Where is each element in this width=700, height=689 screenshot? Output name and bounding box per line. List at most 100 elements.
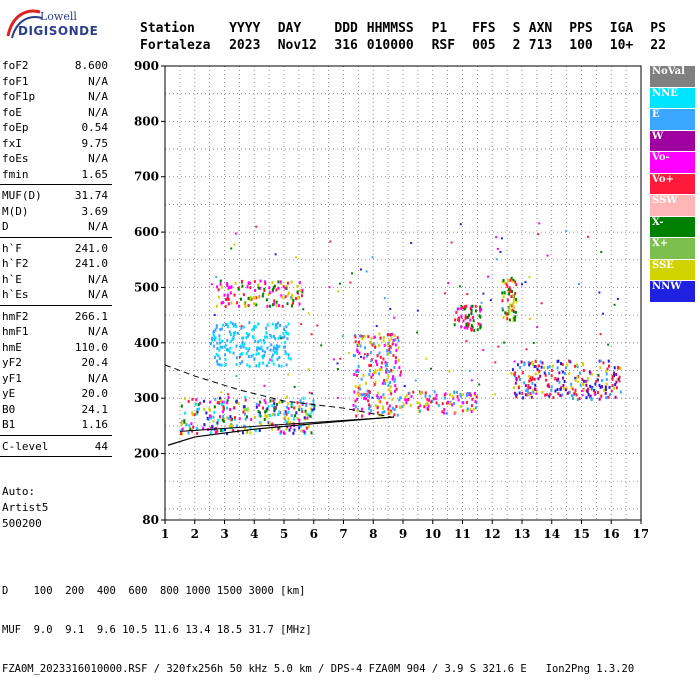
echo-point [527,384,530,388]
echo-point [508,309,511,313]
echo-point [606,367,609,371]
echo-point [480,301,483,304]
echo-point [408,391,411,395]
echo-point [301,402,304,406]
echo-point [220,391,223,394]
echo-point [426,397,429,401]
echo-point [245,336,248,340]
echo-point [216,285,219,289]
echo-point [226,323,229,327]
echo-point [285,363,288,367]
echo-point [338,282,341,285]
echo-point [180,404,183,408]
echo-point [390,368,393,372]
echo-point [386,333,389,337]
echo-point [226,338,229,342]
echo-point [277,321,280,325]
echo-point [515,395,518,399]
echo-point [255,364,258,368]
echo-point [451,395,454,399]
echo-point [480,307,483,311]
echo-point [290,401,293,405]
echo-point [374,368,377,372]
echo-point [616,377,619,381]
echo-point [504,311,507,315]
echo-point [230,247,233,250]
param-value: 8.600 [74,59,108,72]
echo-point [300,424,303,428]
echo-point [267,361,270,365]
echo-point [370,363,373,367]
echo-point [227,396,230,400]
echo-point [374,345,377,349]
echo-point [561,363,564,367]
echo-point [293,406,296,410]
echo-point [264,282,267,286]
echo-point [387,352,390,356]
echo-point [478,383,481,386]
echo-point [215,276,218,279]
echo-point [243,302,246,306]
echo-point [366,389,369,393]
echo-point [469,307,472,311]
echo-point [605,372,608,376]
echo-point [417,406,420,410]
echo-point [549,392,552,396]
echo-point [259,414,262,418]
echo-point [305,404,308,408]
echo-point [595,379,598,383]
echo-point [416,309,419,312]
echo-point [374,371,377,375]
echo-point [389,350,392,354]
echo-point [453,391,456,395]
echo-point [243,405,246,409]
echo-point [256,346,259,350]
echo-point [251,335,254,339]
echo-point [286,425,289,429]
echo-point [229,415,232,419]
param-value: N/A [88,325,108,338]
echo-point [575,393,578,397]
echo-point [532,341,535,344]
header-labels-cell: S [512,21,521,36]
echo-point [227,298,230,302]
echo-point [424,391,427,395]
echo-point [264,280,267,284]
echo-point [253,324,256,328]
echo-point [263,354,266,358]
echo-point [598,291,601,294]
echo-point [225,298,228,302]
echo-point [617,365,620,369]
echo-point [225,401,228,405]
echo-point [470,308,473,312]
echo-point [357,393,360,397]
echo-point [390,337,393,341]
echo-point [590,372,593,376]
echo-point [457,316,460,320]
echo-point [268,421,271,425]
echo-point [214,397,217,401]
logo-swoosh-icon [6,9,43,39]
echo-point [543,366,546,370]
echo-point [248,321,251,325]
echo-point [293,428,296,432]
x-tick-label: 1 [161,527,169,541]
echo-point [299,399,302,403]
param-name: hmF2 [2,309,29,323]
echo-point [391,332,394,336]
param-row: hmE 110.0 [0,340,112,356]
echo-point [233,332,236,336]
echo-point [559,362,562,366]
echo-point [220,429,223,433]
echo-point [266,323,269,327]
echo-point [195,398,198,402]
param-row: yF1 N/A [0,371,112,387]
echo-point [409,403,412,407]
echo-point [284,340,287,344]
echo-point [353,390,356,394]
x-tick-label: 5 [280,527,288,541]
echo-point [384,364,387,368]
profile-lower-trace [179,416,395,432]
echo-point [349,281,352,284]
echo-point [218,348,221,352]
